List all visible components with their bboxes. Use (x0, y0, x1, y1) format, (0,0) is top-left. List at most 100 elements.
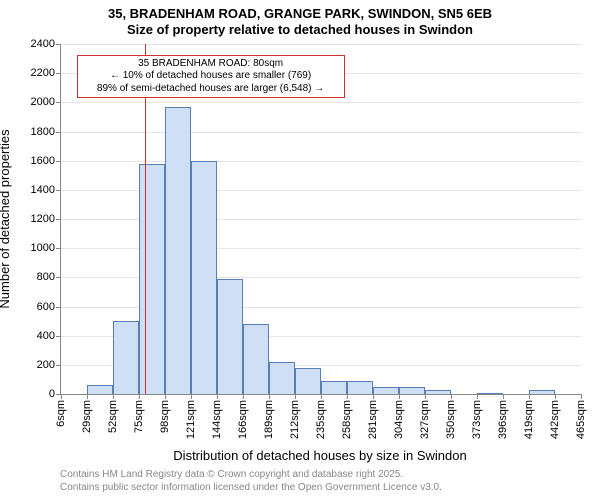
x-tick-label: 350sqm (445, 400, 457, 439)
x-tick-mark (321, 394, 322, 399)
x-tick-label: 419sqm (523, 400, 535, 439)
x-tick-mark (165, 394, 166, 399)
x-tick-label: 258sqm (341, 400, 353, 439)
x-tick-label: 75sqm (133, 400, 145, 433)
y-tick-mark (56, 307, 61, 308)
histogram-bar (139, 164, 165, 394)
grid-line (61, 44, 581, 45)
y-axis-label: Number of detached properties (0, 129, 12, 308)
footer-line-1: Contains HM Land Registry data © Crown c… (60, 468, 442, 481)
histogram-bar (321, 381, 347, 394)
grid-line (61, 102, 581, 103)
y-tick-mark (56, 132, 61, 133)
x-tick-label: 396sqm (497, 400, 509, 439)
annotation-line: ← 10% of detached houses are smaller (76… (82, 70, 340, 83)
x-tick-mark (113, 394, 114, 399)
y-tick-label: 1600 (31, 155, 55, 167)
plot-area: 0200400600800100012001400160018002000220… (60, 44, 581, 395)
x-tick-label: 465sqm (575, 400, 587, 439)
histogram-bar (87, 385, 113, 394)
y-tick-label: 1200 (31, 213, 55, 225)
x-tick-label: 189sqm (263, 400, 275, 439)
x-tick-mark (503, 394, 504, 399)
y-tick-label: 600 (37, 301, 55, 313)
y-tick-label: 2200 (31, 67, 55, 79)
x-tick-mark (295, 394, 296, 399)
y-tick-mark (56, 277, 61, 278)
x-tick-mark (555, 394, 556, 399)
histogram-bar (347, 381, 373, 394)
y-tick-label: 2000 (31, 96, 55, 108)
histogram-bar (165, 107, 191, 394)
y-tick-label: 400 (37, 330, 55, 342)
histogram-bar (425, 390, 451, 394)
x-tick-mark (191, 394, 192, 399)
annotation-line: 89% of semi-detached houses are larger (… (82, 83, 340, 96)
histogram-bar (113, 321, 139, 394)
footer-line-2: Contains public sector information licen… (60, 481, 442, 494)
x-tick-label: 52sqm (107, 400, 119, 433)
x-tick-label: 373sqm (471, 400, 483, 439)
histogram-bar (529, 390, 555, 394)
x-tick-label: 212sqm (289, 400, 301, 439)
x-tick-mark (399, 394, 400, 399)
grid-line (61, 132, 581, 133)
histogram-bar (477, 393, 503, 394)
histogram-bar (295, 368, 321, 394)
x-tick-mark (581, 394, 582, 399)
x-tick-label: 98sqm (159, 400, 171, 433)
y-tick-label: 1800 (31, 126, 55, 138)
x-tick-mark (477, 394, 478, 399)
x-tick-label: 235sqm (315, 400, 327, 439)
x-tick-mark (529, 394, 530, 399)
histogram-chart: 35, BRADENHAM ROAD, GRANGE PARK, SWINDON… (0, 0, 600, 500)
y-tick-mark (56, 102, 61, 103)
histogram-bar (217, 279, 243, 394)
x-tick-mark (243, 394, 244, 399)
y-tick-mark (56, 190, 61, 191)
grid-line (61, 161, 581, 162)
chart-footer: Contains HM Land Registry data © Crown c… (60, 468, 442, 494)
x-tick-mark (139, 394, 140, 399)
y-tick-label: 1000 (31, 242, 55, 254)
histogram-bar (399, 387, 425, 394)
y-tick-label: 1400 (31, 184, 55, 196)
chart-title: 35, BRADENHAM ROAD, GRANGE PARK, SWINDON… (0, 0, 600, 39)
x-tick-mark (425, 394, 426, 399)
x-tick-mark (217, 394, 218, 399)
y-tick-mark (56, 44, 61, 45)
x-tick-mark (373, 394, 374, 399)
x-tick-label: 166sqm (237, 400, 249, 439)
x-tick-mark (87, 394, 88, 399)
x-tick-label: 327sqm (419, 400, 431, 439)
x-tick-label: 304sqm (393, 400, 405, 439)
x-axis-label: Distribution of detached houses by size … (173, 448, 466, 463)
y-tick-label: 200 (37, 359, 55, 371)
y-tick-mark (56, 365, 61, 366)
y-tick-mark (56, 161, 61, 162)
y-tick-mark (56, 219, 61, 220)
y-tick-mark (56, 73, 61, 74)
histogram-bar (191, 161, 217, 394)
histogram-bar (373, 387, 399, 394)
y-tick-label: 0 (49, 388, 55, 400)
annotation-line: 35 BRADENHAM ROAD: 80sqm (82, 58, 340, 71)
x-tick-label: 121sqm (185, 400, 197, 439)
annotation-box: 35 BRADENHAM ROAD: 80sqm← 10% of detache… (77, 55, 345, 99)
x-tick-label: 442sqm (549, 400, 561, 439)
y-tick-mark (56, 248, 61, 249)
x-tick-mark (451, 394, 452, 399)
title-line-1: 35, BRADENHAM ROAD, GRANGE PARK, SWINDON… (0, 6, 600, 22)
x-tick-label: 281sqm (367, 400, 379, 439)
x-tick-mark (347, 394, 348, 399)
histogram-bar (243, 324, 269, 394)
title-line-2: Size of property relative to detached ho… (0, 22, 600, 38)
x-tick-mark (269, 394, 270, 399)
x-tick-mark (61, 394, 62, 399)
y-tick-label: 2400 (31, 38, 55, 50)
y-tick-label: 800 (37, 271, 55, 283)
y-tick-mark (56, 336, 61, 337)
x-tick-label: 144sqm (211, 400, 223, 439)
histogram-bar (269, 362, 295, 394)
x-tick-label: 6sqm (55, 400, 67, 427)
